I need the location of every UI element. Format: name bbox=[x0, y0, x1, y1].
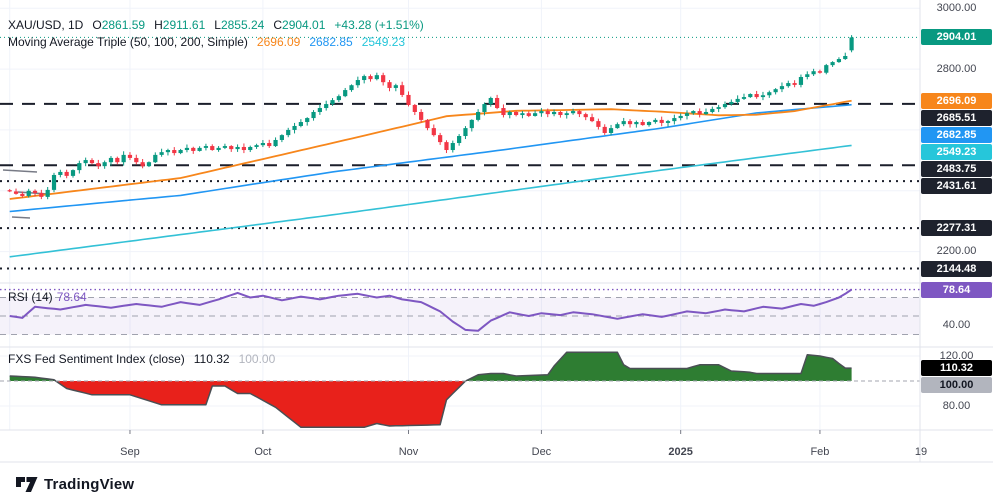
main-legend-row[interactable]: XAU/USD, 1D O2861.59 H2911.61 L2855.24 C2904… bbox=[8, 18, 424, 32]
close-value: 2904.01 bbox=[282, 18, 326, 32]
rsi-indicator-title[interactable]: RSI (14) bbox=[8, 290, 53, 304]
ma50-value: 2696.09 bbox=[256, 35, 301, 49]
ma100-value: 2682.85 bbox=[309, 35, 353, 49]
rsi-legend-row[interactable]: RSI (14) 78.64 bbox=[8, 290, 87, 304]
sentiment-value: 110.32 bbox=[193, 352, 230, 366]
change-value: +43.28 (+1.51%) bbox=[334, 18, 424, 32]
time-axis[interactable] bbox=[0, 430, 993, 462]
high-label: H bbox=[154, 18, 163, 32]
ma-indicator-title[interactable]: Moving Average Triple (50, 100, 200, Sim… bbox=[8, 35, 248, 49]
sentiment-indicator-title[interactable]: FXS Fed Sentiment Index (close) bbox=[8, 352, 185, 366]
tradingview-logo-text: TradingView bbox=[44, 476, 135, 493]
sentiment-legend-row[interactable]: FXS Fed Sentiment Index (close) 110.32 100… bbox=[8, 352, 275, 366]
open-label: O bbox=[92, 18, 102, 32]
rsi-value: 78.64 bbox=[56, 290, 87, 304]
tradingview-logo[interactable]: TradingView bbox=[16, 476, 134, 493]
price-axis[interactable] bbox=[920, 0, 993, 462]
close-label: C bbox=[273, 18, 283, 32]
low-value: 2855.24 bbox=[220, 18, 265, 32]
symbol-title[interactable]: XAU/USD, 1D bbox=[8, 18, 84, 32]
sentiment-prev-value: 100.00 bbox=[238, 352, 276, 366]
ma-legend-row[interactable]: Moving Average Triple (50, 100, 200, Sim… bbox=[8, 35, 405, 49]
high-value: 2911.61 bbox=[162, 18, 206, 32]
low-label: L bbox=[214, 18, 221, 32]
open-value: 2861.59 bbox=[101, 18, 146, 32]
tradingview-logo-icon bbox=[16, 477, 38, 492]
ma200-value: 2549.23 bbox=[361, 35, 406, 49]
